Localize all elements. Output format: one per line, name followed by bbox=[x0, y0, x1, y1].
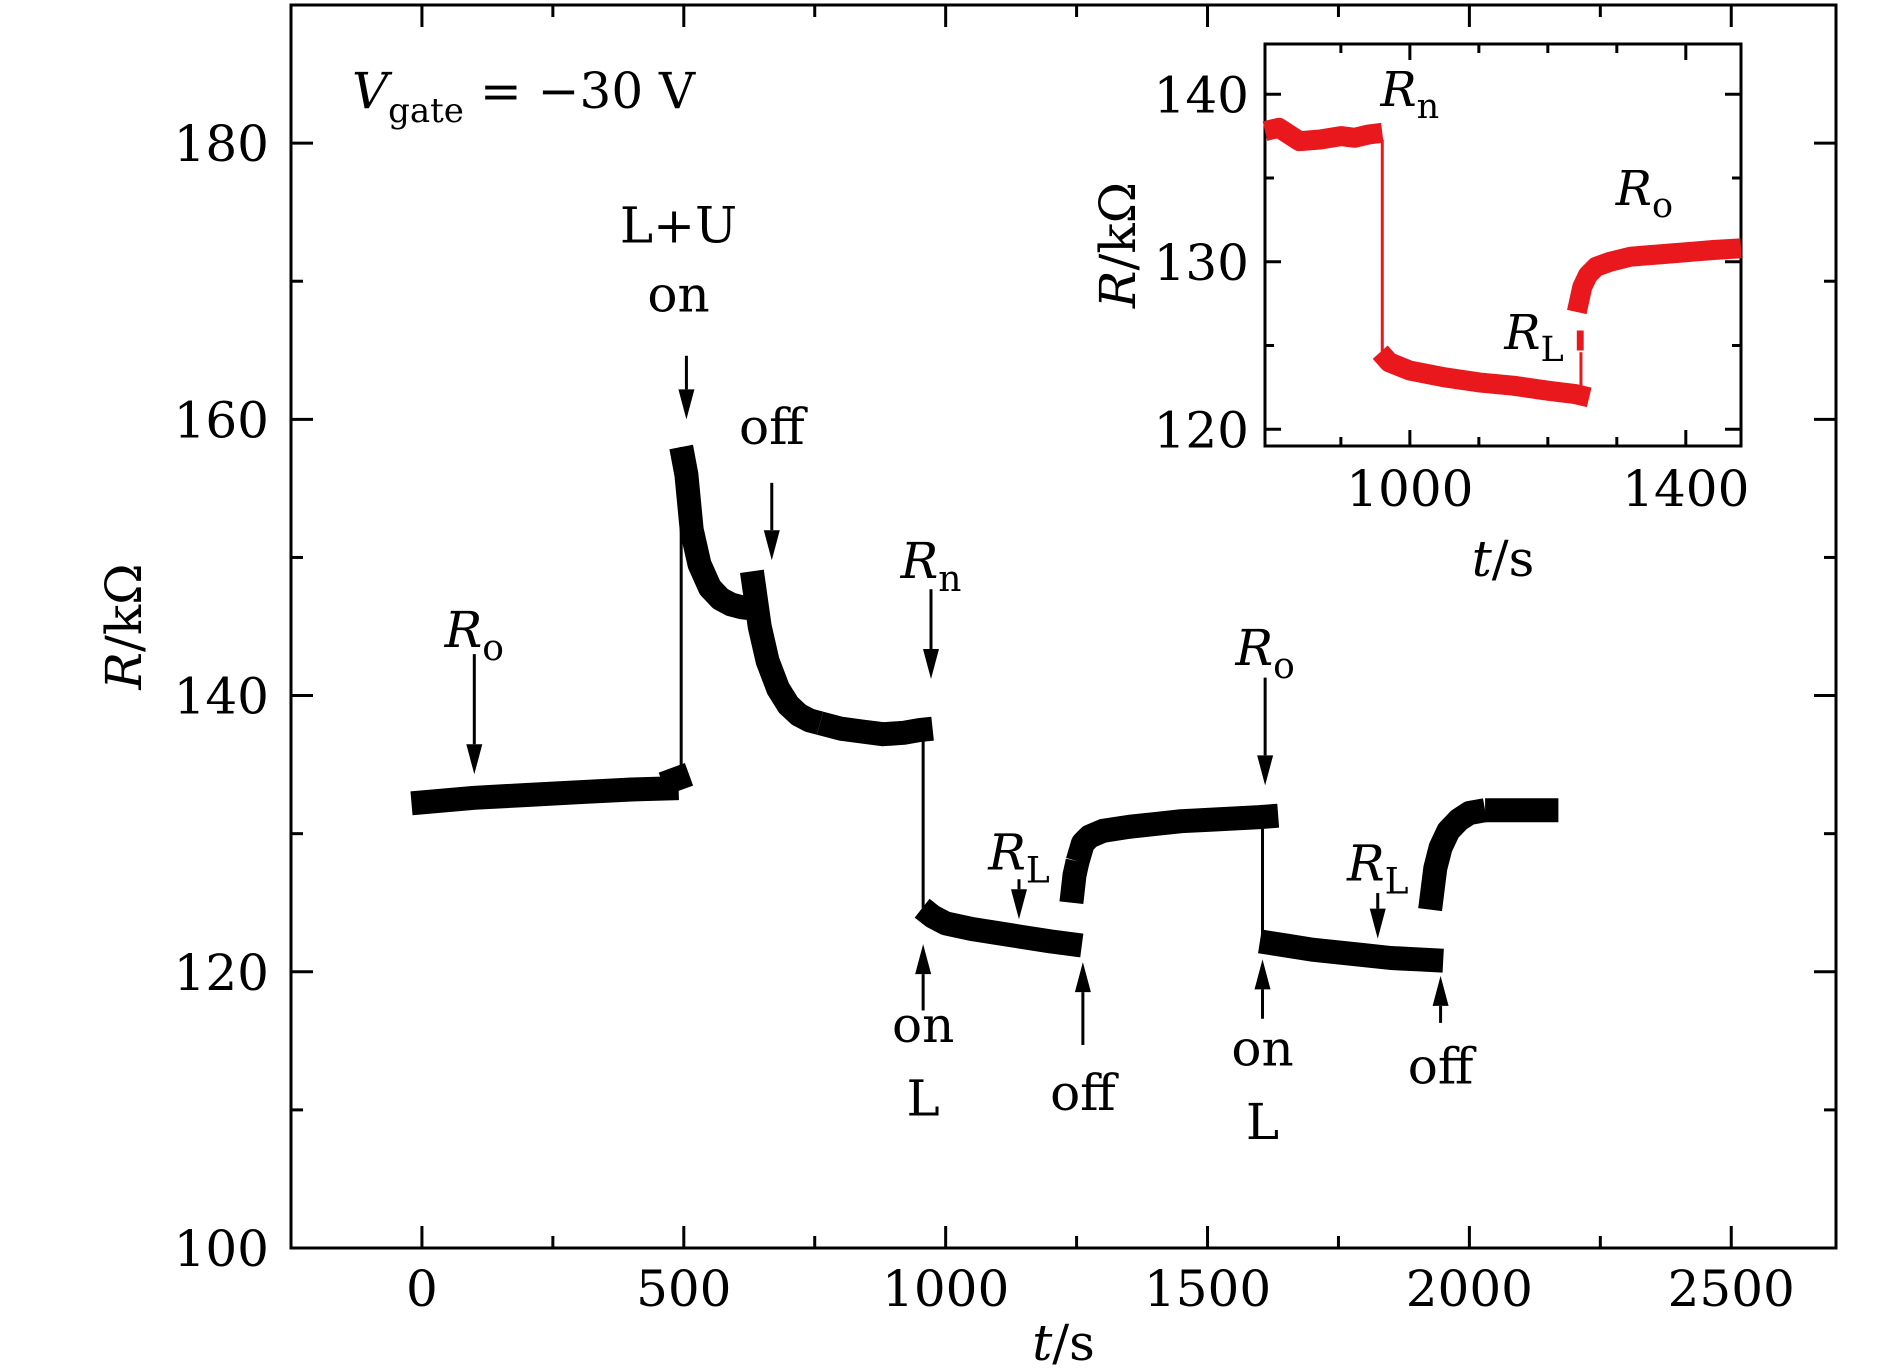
main-x-tick-label: 1500 bbox=[1144, 1260, 1271, 1318]
main-x-tick-label: 0 bbox=[406, 1260, 438, 1318]
main-annotation-label: RL bbox=[1346, 835, 1409, 903]
main-annotation-label: Rn bbox=[900, 532, 962, 600]
main-data-segment bbox=[740, 569, 824, 735]
main-y-tick-label: 140 bbox=[174, 668, 269, 726]
main-annotation-text: L+U bbox=[620, 197, 737, 255]
gate-voltage-label: Vgate = −30 V bbox=[352, 62, 696, 131]
main-x-axis-label: t/s bbox=[1032, 1314, 1095, 1371]
main-annotation-label: Ro bbox=[444, 601, 504, 669]
main-annotation-arrowhead bbox=[1010, 889, 1027, 920]
inset-y-tick-label: 130 bbox=[1154, 234, 1249, 292]
inset-x-axis-label: t/s bbox=[1472, 530, 1535, 588]
main-annotation-arrowhead bbox=[915, 944, 932, 975]
inset-y-tick-label: 120 bbox=[1154, 401, 1249, 459]
inset-plot: 1000 1400 120 130 140 t/s R/kΩ Rn RL Ro bbox=[1089, 42, 1749, 588]
main-annotation-text: off bbox=[1050, 1064, 1119, 1122]
main-annotation-arrowhead bbox=[1074, 962, 1091, 993]
main-annotation-arrowhead bbox=[1257, 755, 1274, 786]
main-annotation-text: on bbox=[892, 996, 954, 1054]
main-data-segment bbox=[1059, 858, 1090, 905]
inset-y-tick-label: 140 bbox=[1154, 66, 1249, 124]
main-data-segment bbox=[816, 711, 934, 747]
inset-data-segment bbox=[1567, 238, 1742, 315]
main-frame bbox=[289, 3, 1838, 1250]
main-x-tick-label: 1000 bbox=[882, 1260, 1009, 1318]
main-annotation-text: L bbox=[1246, 1093, 1279, 1151]
main-annotation-text: on bbox=[1231, 1020, 1293, 1078]
main-annotation-text: off bbox=[739, 398, 808, 456]
main-y-axis-label: R/kΩ bbox=[95, 563, 153, 690]
main-annotation-text: L bbox=[907, 1069, 940, 1127]
main-x-tick-label: 500 bbox=[636, 1260, 731, 1318]
main-y-tick-label: 160 bbox=[174, 391, 269, 449]
main-annotation-arrowhead bbox=[678, 389, 695, 420]
main-data-segment bbox=[410, 776, 679, 816]
main-y-tick-label: 180 bbox=[174, 115, 269, 173]
main-y-tick-label: 100 bbox=[174, 1220, 269, 1278]
main-y-tick-label: 120 bbox=[174, 944, 269, 1002]
main-data-segment bbox=[669, 444, 754, 621]
main-data-segment bbox=[1418, 798, 1488, 912]
main-data-segment bbox=[1066, 803, 1280, 865]
main-x-tick-label: 2500 bbox=[1668, 1260, 1795, 1318]
main-data-segment bbox=[914, 898, 1084, 958]
main-annotation-text: on bbox=[647, 266, 709, 324]
main-data-segment bbox=[1258, 929, 1444, 973]
inset-annotation-label: Rn bbox=[1380, 62, 1440, 127]
inset-x-tick-label: 1000 bbox=[1346, 460, 1473, 518]
main-annotation-label: Ro bbox=[1234, 619, 1294, 687]
main-plot: 0 500 1000 1500 2000 2500 100 120 140 160 180 t/s R/… bbox=[95, 3, 1838, 1371]
inset-x-tick-label: 1400 bbox=[1622, 460, 1749, 518]
main-data-segment bbox=[658, 763, 694, 796]
inset-annotation-label: Ro bbox=[1615, 161, 1673, 226]
main-annotation-arrowhead bbox=[763, 530, 780, 561]
main-annotation-arrowhead bbox=[922, 648, 939, 679]
inset-data-segment bbox=[1262, 117, 1384, 152]
inset-y-axis-label: R/kΩ bbox=[1089, 182, 1147, 309]
main-annotation-arrowhead bbox=[466, 744, 483, 775]
main-annotation-arrowhead bbox=[1369, 908, 1386, 939]
main-annotation-arrowhead bbox=[1432, 975, 1449, 1006]
main-annotation-arrowhead bbox=[1254, 959, 1271, 990]
main-annotation-label: RL bbox=[987, 824, 1050, 892]
inset-data-segment bbox=[1372, 345, 1592, 408]
main-annotation-text: off bbox=[1408, 1038, 1477, 1096]
main-x-tick-label: 2000 bbox=[1406, 1260, 1533, 1318]
inset-annotation-label: RL bbox=[1503, 305, 1563, 370]
